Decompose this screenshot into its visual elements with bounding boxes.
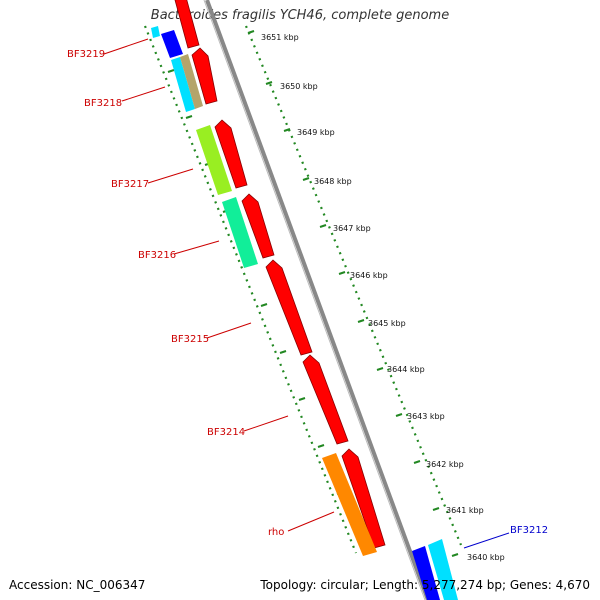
gene-block-blue — [412, 546, 440, 600]
leader-line — [463, 532, 510, 549]
leader-line — [173, 240, 220, 255]
tick-mark — [432, 507, 440, 511]
accession-text: Accession: NC_006347 — [9, 578, 146, 592]
outer-dotted-track — [244, 25, 463, 546]
scale-label: 3645 kbp — [368, 319, 406, 328]
tick-mark — [319, 224, 327, 228]
gene-block-tan — [180, 54, 203, 109]
tick-mark — [185, 115, 193, 119]
genome-backbone — [205, 0, 430, 600]
scale-label: 3651 kbp — [261, 33, 299, 42]
tick-mark — [395, 413, 403, 417]
forward-strand-genes — [174, 0, 386, 549]
gene-label[interactable]: BF3218 — [84, 98, 122, 109]
scale-label: 3650 kbp — [280, 82, 318, 91]
gene-label[interactable]: BF3212 — [510, 525, 548, 536]
inner-dotted-track — [143, 25, 358, 554]
tick-mark — [265, 81, 273, 85]
gene-arrow — [241, 193, 275, 259]
gene-arrow — [302, 354, 349, 445]
tick-mark — [283, 128, 291, 132]
tick-mark — [317, 444, 325, 448]
gene-arrow — [191, 47, 218, 105]
tick-mark — [260, 303, 268, 307]
leader-line — [147, 168, 194, 184]
leader-line — [206, 322, 252, 339]
leader-line — [103, 38, 149, 55]
tick-mark — [451, 553, 459, 557]
scale-label: 3640 kbp — [467, 553, 505, 562]
scale-label: 3642 kbp — [426, 460, 464, 469]
gene-label[interactable]: BF3216 — [138, 250, 176, 261]
gene-label[interactable]: BF3214 — [207, 427, 245, 438]
gene-block-lime — [196, 125, 232, 195]
scale-label: 3646 kbp — [350, 271, 388, 280]
gene-block-cyan — [428, 539, 458, 600]
outer-ticks — [247, 30, 459, 557]
scale-label: 3644 kbp — [387, 365, 425, 374]
genome-summary-text: Topology: circular; Length: 5,277,274 bp… — [260, 578, 590, 592]
leader-line — [121, 86, 166, 102]
tick-mark — [298, 397, 306, 401]
tick-mark — [376, 367, 384, 371]
tick-mark — [302, 177, 310, 181]
label-leaders — [103, 38, 335, 532]
scale-label: 3648 kbp — [314, 177, 352, 186]
tick-mark — [167, 69, 175, 73]
genome-backbone-inner — [203, 0, 426, 600]
tick-mark — [413, 460, 421, 464]
gene-label[interactable]: BF3217 — [111, 179, 149, 190]
gene-block-blue — [161, 30, 183, 58]
scale-label: 3643 kbp — [407, 412, 445, 421]
leader-line — [243, 415, 289, 432]
gene-block-cyan — [151, 26, 160, 38]
gene-arrow — [214, 119, 248, 189]
tick-mark — [279, 350, 287, 354]
gene-label[interactable]: BF3215 — [171, 334, 209, 345]
gene-label[interactable]: BF3219 — [67, 49, 105, 60]
tick-mark — [338, 271, 346, 275]
scale-label: 3647 kbp — [333, 224, 371, 233]
leader-line — [287, 511, 335, 532]
gene-label[interactable]: rho — [268, 527, 284, 538]
scale-label: 3641 kbp — [446, 506, 484, 515]
scale-label: 3649 kbp — [297, 128, 335, 137]
gene-block-teal — [222, 197, 258, 268]
tick-mark — [357, 319, 365, 323]
gene-arrow — [265, 259, 313, 356]
gene-block-orange — [322, 453, 377, 556]
gene-arrow — [174, 0, 200, 49]
map-title: Bacteroides fragilis YCH46, complete gen… — [150, 8, 450, 23]
gene-block-cyan — [171, 57, 195, 112]
tick-mark — [247, 30, 255, 34]
